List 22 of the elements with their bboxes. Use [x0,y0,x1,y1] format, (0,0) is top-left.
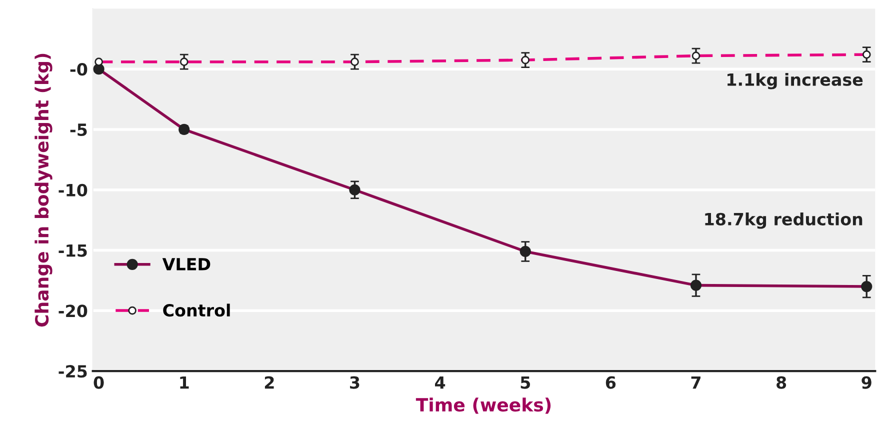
x-tick-label: 2 [264,376,274,389]
annotation: 1.1kg increase [728,73,863,90]
y-tick-label: -20 [58,304,88,318]
y-tick-label: -25 [58,365,87,378]
x-tick-label: 5 [520,376,530,389]
y-axis-title: Change in bodyweight (kg) [34,54,52,327]
y-tick-label: -5 [70,124,87,136]
x-tick-label: 7 [691,376,700,389]
x-tick-label: 9 [862,376,872,389]
x-tick-label: 4 [435,376,446,389]
y-tick-label: -10 [58,184,88,196]
x-tick-label: 8 [776,376,786,389]
legend-label: VLED [162,258,210,270]
x-tick-label: 6 [606,376,616,389]
legend-label: Control [163,304,230,317]
annotation: 18.7kg reduction [705,212,862,229]
x-tick-label: 3 [350,376,360,389]
y-tick-label: -0 [70,63,88,76]
x-tick-label: 0 [94,376,104,389]
x-axis-title: Time (weeks) [416,398,551,414]
y-tick-label: -15 [58,244,87,257]
x-tick-label: 1 [180,376,189,389]
